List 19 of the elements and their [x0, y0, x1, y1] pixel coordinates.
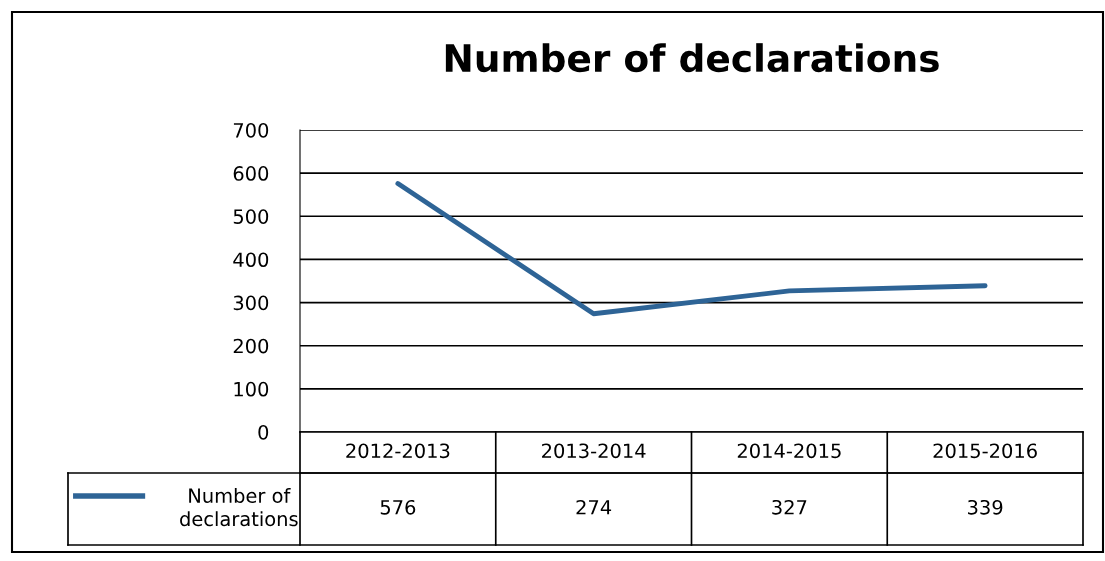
y-tick-label: 500 [233, 209, 269, 224]
line-series [395, 181, 988, 317]
data-label: 274 [576, 499, 612, 515]
y-tick-label: 0 [258, 424, 269, 440]
x-tick-label: 2015-2016 [933, 443, 1037, 459]
y-tick-label: 100 [234, 381, 269, 397]
x-tick-label: 2013-2014 [542, 443, 646, 459]
y-tick-label: 200 [233, 338, 269, 354]
y-tick-label: 600 [233, 166, 269, 181]
chart-title: Number of declarations [445, 43, 939, 73]
data-label: 339 [968, 499, 1003, 515]
x-tick-label: 2012-2013 [346, 443, 450, 459]
y-tick-label: 700 [233, 122, 269, 138]
y-tick-label: 400 [233, 252, 269, 268]
data-label: 327 [772, 499, 807, 515]
x-tick-label: 2014-2015 [737, 443, 841, 459]
legend-label: Number of declarations [180, 487, 298, 527]
data-label: 576 [380, 499, 416, 515]
y-tick-label: 300 [233, 295, 269, 311]
